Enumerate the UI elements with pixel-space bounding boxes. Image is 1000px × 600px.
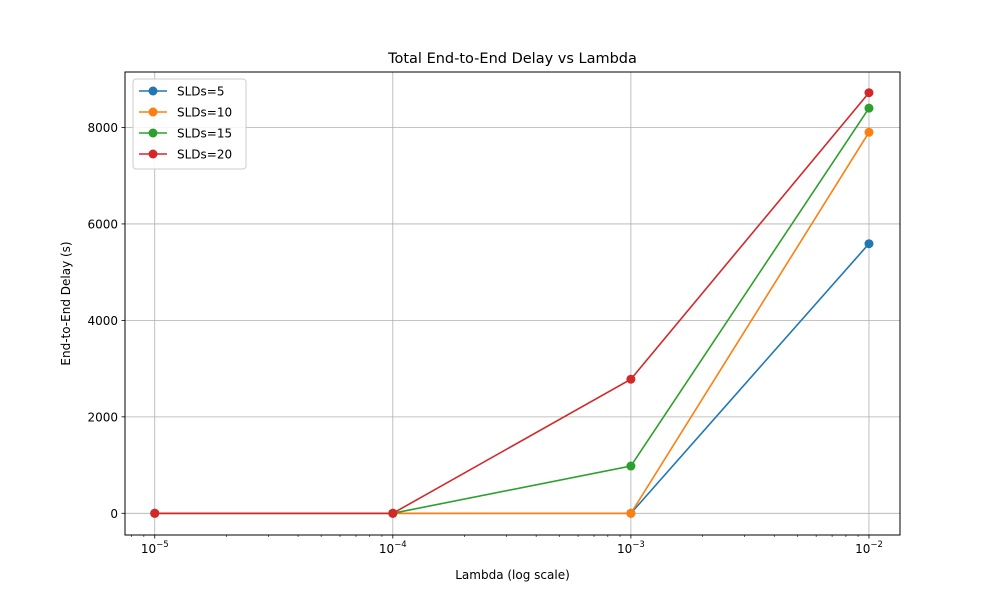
legend-label: SLDs=10	[177, 106, 232, 120]
data-point	[626, 508, 636, 518]
x-axis-label: Lambda (log scale)	[455, 568, 570, 582]
y-tick-label: 8000	[87, 121, 118, 135]
x-tick-label: 10−5	[141, 540, 169, 556]
data-point	[388, 508, 398, 518]
legend-box	[132, 78, 247, 170]
plot-area-frame	[124, 71, 901, 536]
x-tick-label: 10−3	[617, 540, 645, 556]
legend-label: SLDs=15	[177, 127, 232, 141]
data-point	[864, 88, 874, 98]
legend-label: SLDs=5	[177, 85, 224, 99]
y-axis-label: End-to-End Delay (s)	[59, 241, 73, 365]
legend-label: SLDs=20	[177, 148, 232, 162]
chart-title: Total End-to-End Delay vs Lambda	[387, 51, 637, 67]
legend-marker	[148, 86, 158, 96]
data-point	[864, 127, 874, 137]
x-tick-exponent: −3	[632, 540, 645, 550]
legend-marker	[148, 128, 158, 138]
series-line	[154, 92, 870, 515]
x-tick-exponent: −5	[156, 540, 169, 550]
legend-marker	[148, 107, 158, 117]
x-tick-base: 10	[141, 542, 156, 556]
y-tick-label: 0	[110, 507, 118, 521]
x-tick-exponent: −2	[870, 540, 883, 550]
series-lines	[150, 88, 874, 518]
legend-marker	[148, 149, 158, 159]
y-tick-label: 6000	[87, 217, 118, 231]
y-tick-label: 2000	[87, 410, 118, 424]
data-point	[150, 508, 160, 518]
data-point	[864, 239, 874, 249]
data-point	[626, 374, 636, 384]
x-tick-base: 10	[855, 542, 870, 556]
data-point	[864, 103, 874, 113]
x-tick-base: 10	[379, 542, 394, 556]
data-point	[626, 461, 636, 471]
y-tick-label: 4000	[87, 314, 118, 328]
x-tick-label: 10−4	[379, 540, 407, 556]
legend: SLDs=5 SLDs=10 SLDs=15 SLDs=20	[132, 78, 247, 170]
x-tick-base: 10	[617, 542, 632, 556]
x-tick-label: 10−2	[855, 540, 883, 556]
x-tick-exponent: −4	[394, 540, 407, 550]
